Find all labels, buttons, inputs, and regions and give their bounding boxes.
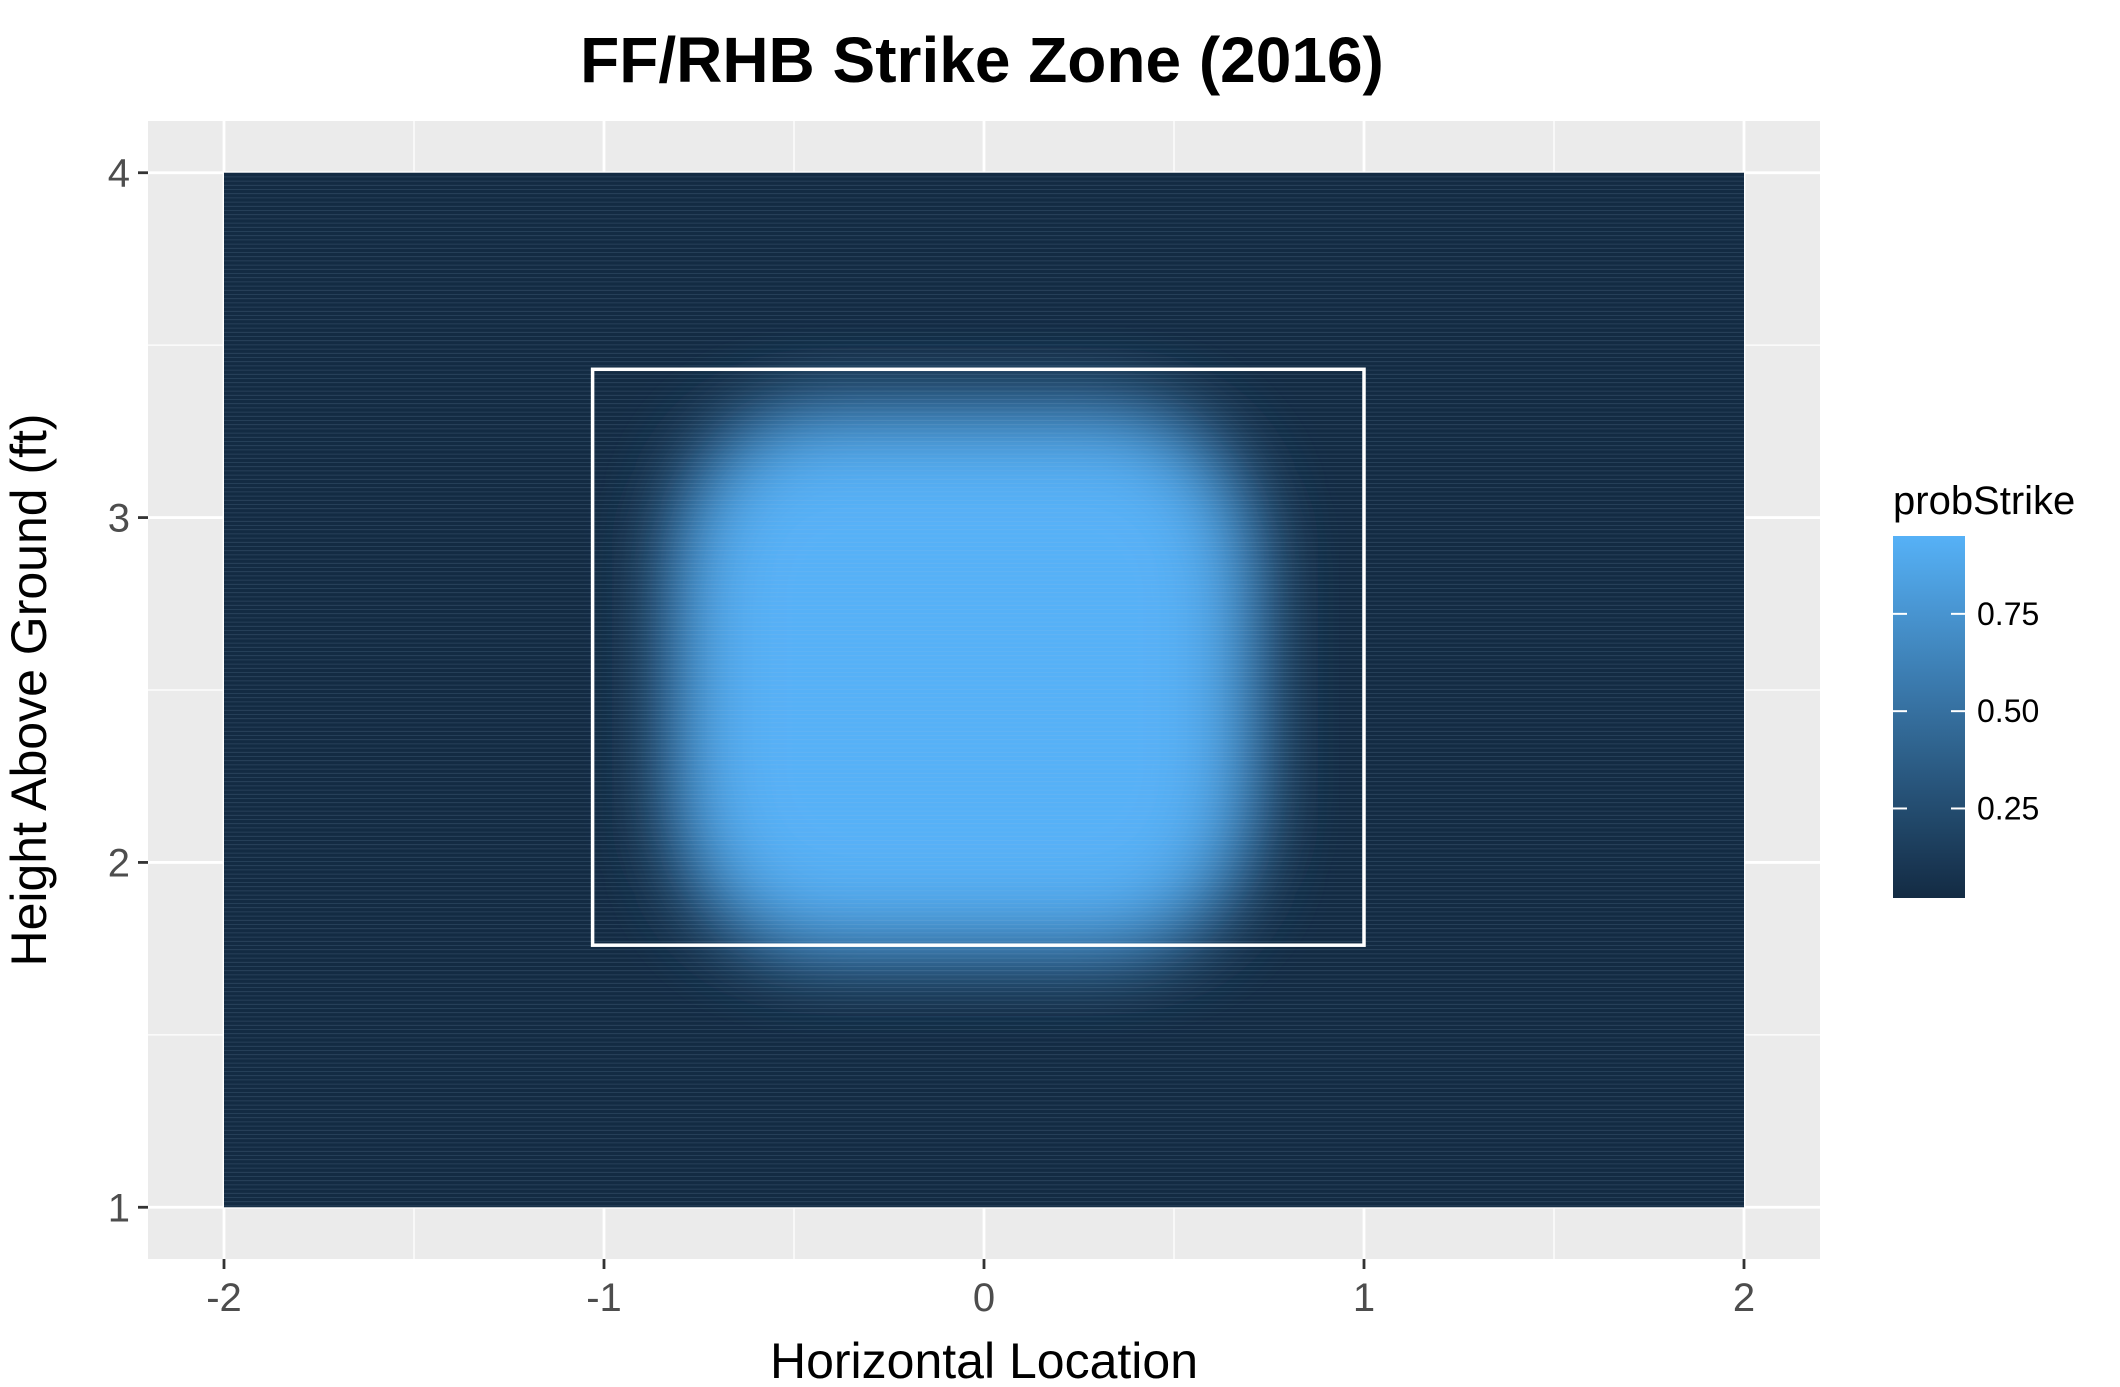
x-axis-title: Horizontal Location [770, 1333, 1198, 1387]
y-tick-label: 1 [108, 1186, 130, 1230]
y-axis-title: Height Above Ground (ft) [1, 413, 57, 966]
legend-title: probStrike [1893, 479, 2075, 523]
y-tick-label: 3 [108, 497, 130, 541]
scanline-group [224, 176, 1744, 1207]
x-tick-label: 0 [973, 1276, 995, 1320]
chart-title: FF/RHB Strike Zone (2016) [580, 24, 1384, 96]
legend-ticks: 0.25 0.50 0.75 [1893, 596, 2039, 826]
x-tick-label: 2 [1733, 1276, 1755, 1320]
legend-tick-label: 0.25 [1977, 790, 2039, 826]
x-tick-label: 1 [1353, 1276, 1375, 1320]
legend: probStrike 0.25 0.50 0.75 [1893, 479, 2075, 898]
legend-tick-label: 0.50 [1977, 693, 2039, 729]
x-tick-label: -2 [206, 1276, 242, 1320]
scanline-overlay [224, 176, 1744, 1207]
x-axis: -2 -1 0 1 2 [206, 1259, 1755, 1320]
y-axis: 1 2 3 4 [108, 152, 148, 1230]
strike-zone-box [590, 367, 1366, 947]
y-tick-label: 4 [108, 152, 130, 196]
legend-colorbar [1893, 536, 1965, 898]
legend-tick-label: 0.75 [1977, 596, 2039, 632]
heatmap-layer [224, 172, 1744, 1208]
y-tick-label: 2 [108, 841, 130, 885]
heatmap-blob-group [677, 412, 1253, 951]
scanline-path [224, 176, 1744, 1207]
heatmap-high-region [691, 425, 1239, 937]
x-tick-label: -1 [586, 1276, 622, 1320]
